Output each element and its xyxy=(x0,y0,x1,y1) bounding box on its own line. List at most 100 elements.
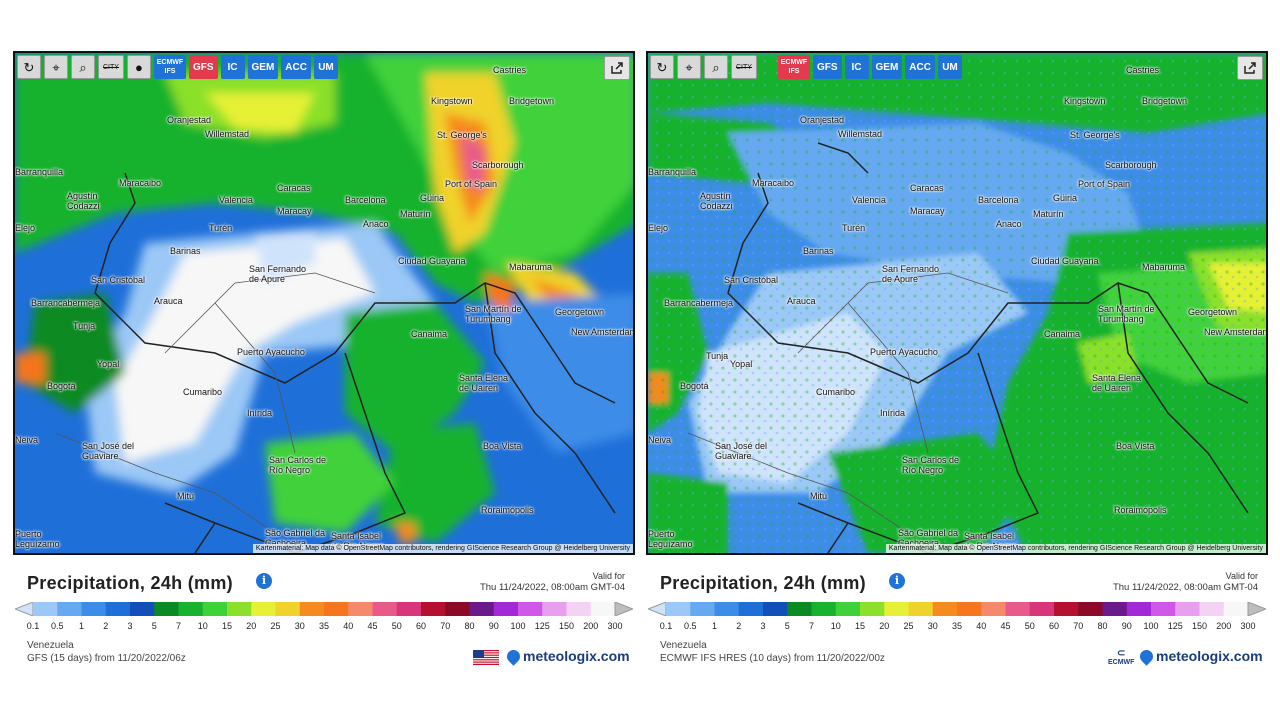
refresh-icon[interactable]: ↻ xyxy=(17,55,41,79)
gfs-precipitation-map[interactable]: ↻ ⌖ ⌕ CITY ● ECMWF IFS GFS IC GEM ACC UM… xyxy=(13,51,635,555)
model-ecmwf-ifs-button[interactable]: ECMWF IFS xyxy=(153,55,186,79)
city-label: Roraimópolis xyxy=(481,505,534,515)
model-gem-button[interactable]: GEM xyxy=(871,55,903,79)
map-toolbar: ↻ ⌖ ⌕ CITY ECMWF IFS GFS IC GEM ACC UM xyxy=(650,55,962,81)
city-label: Maracaibo xyxy=(752,178,795,188)
scale-swatch xyxy=(738,602,764,616)
scale-tick-label: 60 xyxy=(415,621,427,631)
meteologix-logo[interactable]: meteologix.com xyxy=(504,646,630,666)
city-label: Oranjestad xyxy=(800,115,845,125)
city-label: San José del Guaviare xyxy=(715,441,768,461)
map-toolbar: ↻ ⌖ ⌕ CITY ● ECMWF IFS GFS IC GEM ACC UM xyxy=(17,55,338,81)
scale-tick-label: 40 xyxy=(343,621,354,631)
city-label: St. George's xyxy=(1070,130,1120,140)
scale-tick-label: 25 xyxy=(903,621,914,631)
location-pin-icon[interactable]: ⌖ xyxy=(677,55,701,79)
info-icon[interactable]: i xyxy=(256,573,272,589)
city-label: Güiria xyxy=(1053,193,1078,203)
scale-tick-label: 2 xyxy=(103,621,109,631)
city-label: Mitú xyxy=(177,491,195,501)
city-label: Castries xyxy=(1126,65,1160,75)
city-label: Turén xyxy=(209,223,233,233)
zoom-icon[interactable]: ⌕ xyxy=(704,55,728,79)
info-icon[interactable]: i xyxy=(889,573,905,589)
model-gfs-button[interactable]: GFS xyxy=(188,55,218,79)
scale-tick-label: 40 xyxy=(976,621,987,631)
scale-swatch xyxy=(884,602,909,616)
valid-date: Thu 11/24/2022, 08:00am GMT-04 xyxy=(1112,582,1258,593)
model-ic-button[interactable]: IC xyxy=(844,55,869,79)
scale-tick-label: 70 xyxy=(1073,621,1084,631)
scale-swatch xyxy=(1078,602,1103,616)
city-label: San Carlos de Río Negro xyxy=(269,455,327,475)
model-gfs-button[interactable]: GFS xyxy=(812,55,842,79)
share-icon[interactable] xyxy=(604,56,630,80)
scale-tick-label: 300 xyxy=(1240,621,1256,631)
scale-swatch xyxy=(1054,602,1079,616)
location-pin-icon[interactable]: ⌖ xyxy=(44,55,68,79)
city-label: Maturín xyxy=(400,209,431,219)
city-label: San Martín de Turumbang xyxy=(465,304,522,324)
model-acc-button[interactable]: ACC xyxy=(281,55,311,79)
city-label: Maracay xyxy=(277,206,312,216)
city-label: Caracas xyxy=(910,183,944,193)
ecmwf-panel: ↻ ⌖ ⌕ CITY ECMWF IFS GFS IC GEM ACC UM C… xyxy=(646,51,1268,671)
map-attribution: Kartenmaterial: Map data © OpenStreetMap… xyxy=(252,544,633,553)
circle-icon[interactable]: ● xyxy=(126,55,151,79)
scale-swatch xyxy=(666,602,691,616)
city-label: Arauca xyxy=(154,296,183,306)
model-um-button[interactable]: UM xyxy=(313,55,338,79)
scale-swatch xyxy=(957,602,982,616)
city-label: Puerto Leguízamo xyxy=(648,529,693,549)
city-label: Port of Spain xyxy=(1078,179,1131,189)
city-label: Port of Spain xyxy=(445,179,498,189)
scale-swatch xyxy=(372,602,398,616)
scale-tick-label: 15 xyxy=(221,621,233,631)
city-label: Güiria xyxy=(420,193,445,203)
scale-tick-label: 150 xyxy=(558,621,575,631)
city-label: Anaco xyxy=(996,219,1022,229)
model-gem-button[interactable]: GEM xyxy=(247,55,279,79)
city-label: Maturín xyxy=(1033,209,1064,219)
model-ic-button[interactable]: IC xyxy=(220,55,245,79)
scale-tick-label: 0.5 xyxy=(683,621,697,631)
scale-tick-label: 20 xyxy=(879,621,890,631)
ecmwf-precip-layer xyxy=(648,53,1266,553)
scale-arrow-high xyxy=(614,602,633,616)
ecmwf-emblem-icon: ⊂ xyxy=(1117,648,1126,659)
valid-date: Thu 11/24/2022, 08:00am GMT-04 xyxy=(479,582,625,593)
city-toggle-button[interactable]: CITY xyxy=(98,55,124,79)
city-label: Bogotá xyxy=(47,381,76,391)
city-label: San Fernando de Apure xyxy=(249,264,307,284)
city-label: Caracas xyxy=(277,183,311,193)
scale-swatch xyxy=(932,602,958,616)
zoom-icon[interactable]: ⌕ xyxy=(71,55,95,79)
scale-tick-label: 7 xyxy=(175,621,182,631)
scale-swatch xyxy=(1102,602,1128,616)
scale-swatch xyxy=(396,602,422,616)
ecmwf-precipitation-map[interactable]: ↻ ⌖ ⌕ CITY ECMWF IFS GFS IC GEM ACC UM C… xyxy=(646,51,1268,555)
scale-labels: 0.1 0.5 1 2 3 5 7 10 15 20 25 30 35 40 45 50 60 70 80 90 100… xyxy=(646,621,1268,633)
city-label: Neiva xyxy=(15,435,39,445)
city-label: Neiva xyxy=(648,435,672,445)
scale-tick-label: 90 xyxy=(1121,621,1132,631)
meteologix-logo[interactable]: meteologix.com xyxy=(1137,646,1263,666)
model-um-button[interactable]: UM xyxy=(937,55,962,79)
scale-swatch xyxy=(1199,602,1225,616)
city-label: Inírida xyxy=(880,408,906,418)
city-label: Tunja xyxy=(706,351,729,361)
city-label: Cumaribo xyxy=(816,387,856,397)
gfs-precip-layer xyxy=(15,53,633,553)
scale-swatch xyxy=(105,602,131,616)
city-label: Mitú xyxy=(810,491,828,501)
share-icon[interactable] xyxy=(1237,56,1263,80)
city-label: Yopal xyxy=(97,359,120,369)
scale-swatch xyxy=(908,602,934,616)
city-label: Maracay xyxy=(910,206,945,216)
city-toggle-button[interactable]: CITY xyxy=(731,55,757,79)
model-acc-button[interactable]: ACC xyxy=(905,55,935,79)
refresh-icon[interactable]: ↻ xyxy=(650,55,674,79)
model-ecmwf-ifs-button[interactable]: ECMWF IFS xyxy=(777,55,810,79)
city-label: Agustín Codazzi xyxy=(67,191,100,211)
city-label: Anaco xyxy=(363,219,389,229)
